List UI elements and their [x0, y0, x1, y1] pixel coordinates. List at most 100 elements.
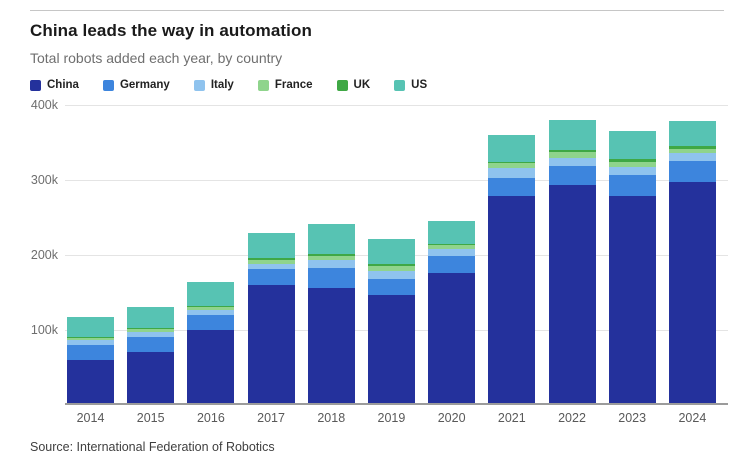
segment-us-2022 — [548, 120, 596, 151]
bar-2023 — [608, 130, 656, 403]
segment-france-2017 — [247, 259, 295, 264]
bar-2015 — [127, 307, 175, 403]
segment-france-2018 — [307, 255, 355, 261]
x-label-2022: 2022 — [558, 411, 586, 425]
segment-china-2015 — [127, 351, 175, 403]
legend-item-uk: UK — [336, 79, 371, 91]
segment-france-2020 — [428, 245, 476, 250]
legend-item-us: US — [394, 79, 427, 91]
legend-item-italy: Italy — [193, 79, 234, 91]
segment-germany-2015 — [127, 336, 175, 352]
segment-germany-2014 — [67, 345, 114, 361]
bars-container — [67, 105, 716, 403]
legend-swatch-germany — [102, 79, 114, 91]
legend-swatch-france — [257, 79, 269, 91]
bar-2016 — [187, 282, 235, 403]
legend-swatch-china — [30, 79, 41, 91]
bar-2019 — [367, 239, 415, 403]
x-label-2015: 2015 — [136, 411, 165, 425]
segment-china-2023 — [608, 195, 656, 403]
segment-france-2022 — [548, 151, 596, 158]
legend-label-italy: Italy — [210, 79, 234, 91]
segment-uk-2022 — [548, 150, 596, 152]
segment-italy-2016 — [187, 310, 235, 316]
segment-us-2019 — [367, 239, 415, 265]
segment-france-2016 — [187, 307, 235, 311]
legend-label-germany: Germany — [119, 79, 170, 91]
legend-swatch-uk — [336, 79, 348, 91]
legend-label-us: US — [411, 79, 428, 91]
segment-france-2023 — [608, 161, 656, 167]
bar-2018 — [307, 223, 355, 403]
legend-item-china: China — [30, 79, 79, 91]
segment-france-2019 — [367, 265, 415, 271]
segment-china-2017 — [247, 285, 295, 403]
segment-uk-2016 — [187, 305, 235, 308]
segment-uk-2024 — [668, 146, 716, 149]
segment-italy-2017 — [247, 263, 295, 270]
gridline — [65, 180, 728, 181]
segment-italy-2021 — [488, 167, 536, 179]
segment-germany-2024 — [668, 161, 716, 182]
bar-2020 — [428, 220, 476, 403]
bar-2017 — [247, 233, 295, 403]
y-tick-label: 100k — [30, 323, 58, 337]
segment-uk-2020 — [428, 243, 476, 246]
segment-uk-2023 — [608, 159, 656, 162]
y-tick-label: 300k — [30, 173, 58, 187]
segment-us-2015 — [127, 307, 175, 329]
legend-label-china: China — [47, 79, 79, 91]
segment-germany-2018 — [307, 267, 355, 288]
plot-area — [65, 105, 728, 405]
segment-china-2022 — [548, 185, 596, 403]
segment-uk-2015 — [127, 328, 175, 330]
legend-item-france: France — [257, 79, 313, 91]
segment-italy-2015 — [127, 331, 175, 337]
x-label-2020: 2020 — [437, 411, 466, 425]
segment-italy-2023 — [608, 166, 656, 175]
segment-germany-2020 — [428, 255, 476, 273]
segment-china-2016 — [187, 330, 235, 403]
x-label-2019: 2019 — [377, 411, 406, 425]
segment-italy-2014 — [67, 340, 114, 346]
y-tick-label: 200k — [30, 248, 58, 262]
segment-france-2021 — [488, 163, 536, 168]
x-label-2023: 2023 — [618, 411, 647, 425]
segment-uk-2019 — [367, 264, 415, 266]
chart-subtitle: Total robots added each year, by country — [30, 50, 283, 66]
segment-us-2014 — [67, 317, 114, 337]
segment-us-2016 — [187, 282, 235, 306]
segment-uk-2018 — [307, 254, 355, 256]
segment-germany-2021 — [488, 178, 536, 197]
segment-us-2021 — [488, 135, 536, 162]
segment-germany-2016 — [187, 315, 235, 331]
legend-swatch-us — [394, 79, 406, 91]
segment-germany-2022 — [548, 166, 596, 186]
segment-us-2024 — [668, 120, 716, 147]
legend-label-france: France — [274, 79, 313, 91]
segment-uk-2021 — [488, 161, 536, 164]
gridline — [65, 105, 728, 106]
segment-germany-2017 — [247, 269, 295, 286]
segment-france-2014 — [67, 338, 114, 341]
segment-italy-2022 — [548, 157, 596, 167]
legend-label-uk: UK — [353, 79, 371, 91]
segment-italy-2020 — [428, 249, 476, 256]
legend: China Germany Italy France UK US — [30, 79, 728, 91]
y-axis: 100k 200k 300k 400k — [30, 98, 58, 405]
segment-france-2024 — [668, 148, 716, 154]
segment-italy-2019 — [367, 270, 415, 280]
x-label-2018: 2018 — [317, 411, 346, 425]
chart-title: China leads the way in automation — [30, 21, 312, 40]
segment-china-2019 — [367, 294, 415, 403]
legend-swatch-italy — [193, 79, 205, 91]
x-label-2021: 2021 — [497, 411, 526, 425]
segment-us-2018 — [307, 223, 355, 255]
stacked-bar-chart: 100k 200k 300k 400k 2014 2015 2016 2017 2018 201… — [30, 98, 728, 425]
chart-page: China leads the way in automation Total … — [0, 10, 744, 472]
segment-italy-2024 — [668, 153, 716, 162]
segment-uk-2017 — [247, 258, 295, 260]
segment-germany-2019 — [367, 279, 415, 295]
y-tick-label: 400k — [30, 98, 58, 112]
segment-china-2021 — [488, 196, 536, 403]
